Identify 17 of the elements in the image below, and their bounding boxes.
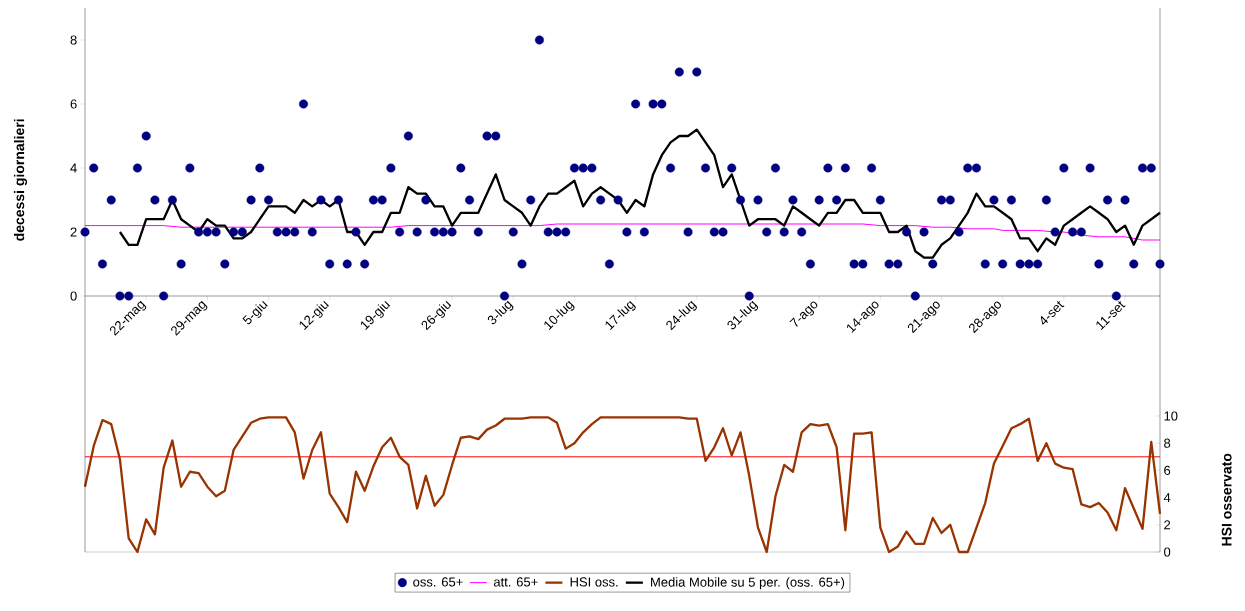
y2-axis-title: HSI osservato [1221, 453, 1232, 546]
y2-tick-label: 10 [1164, 411, 1178, 421]
y-tick-label: 8 [70, 35, 77, 45]
legend-label: HSI oss. [570, 577, 618, 587]
y2-tick-label: 0 [1164, 547, 1171, 557]
legend-label: Media Mobile su 5 per. (oss. 65+) [651, 577, 845, 590]
y-tick-label: 4 [70, 163, 77, 173]
legend-label: att. 65+ [493, 577, 538, 587]
y2-tick-label: 6 [1164, 465, 1171, 475]
y-axis-title: decessi giornalieri [13, 119, 28, 241]
y2-tick-label: 8 [1164, 438, 1171, 448]
y-tick-label: 0 [70, 291, 77, 301]
legend-label: oss. 65+ [413, 577, 463, 587]
y-tick-label: 6 [70, 99, 77, 109]
y2-tick-label: 2 [1164, 520, 1171, 530]
y-tick-label: 2 [70, 227, 77, 237]
y2-tick-label: 4 [1163, 493, 1171, 503]
